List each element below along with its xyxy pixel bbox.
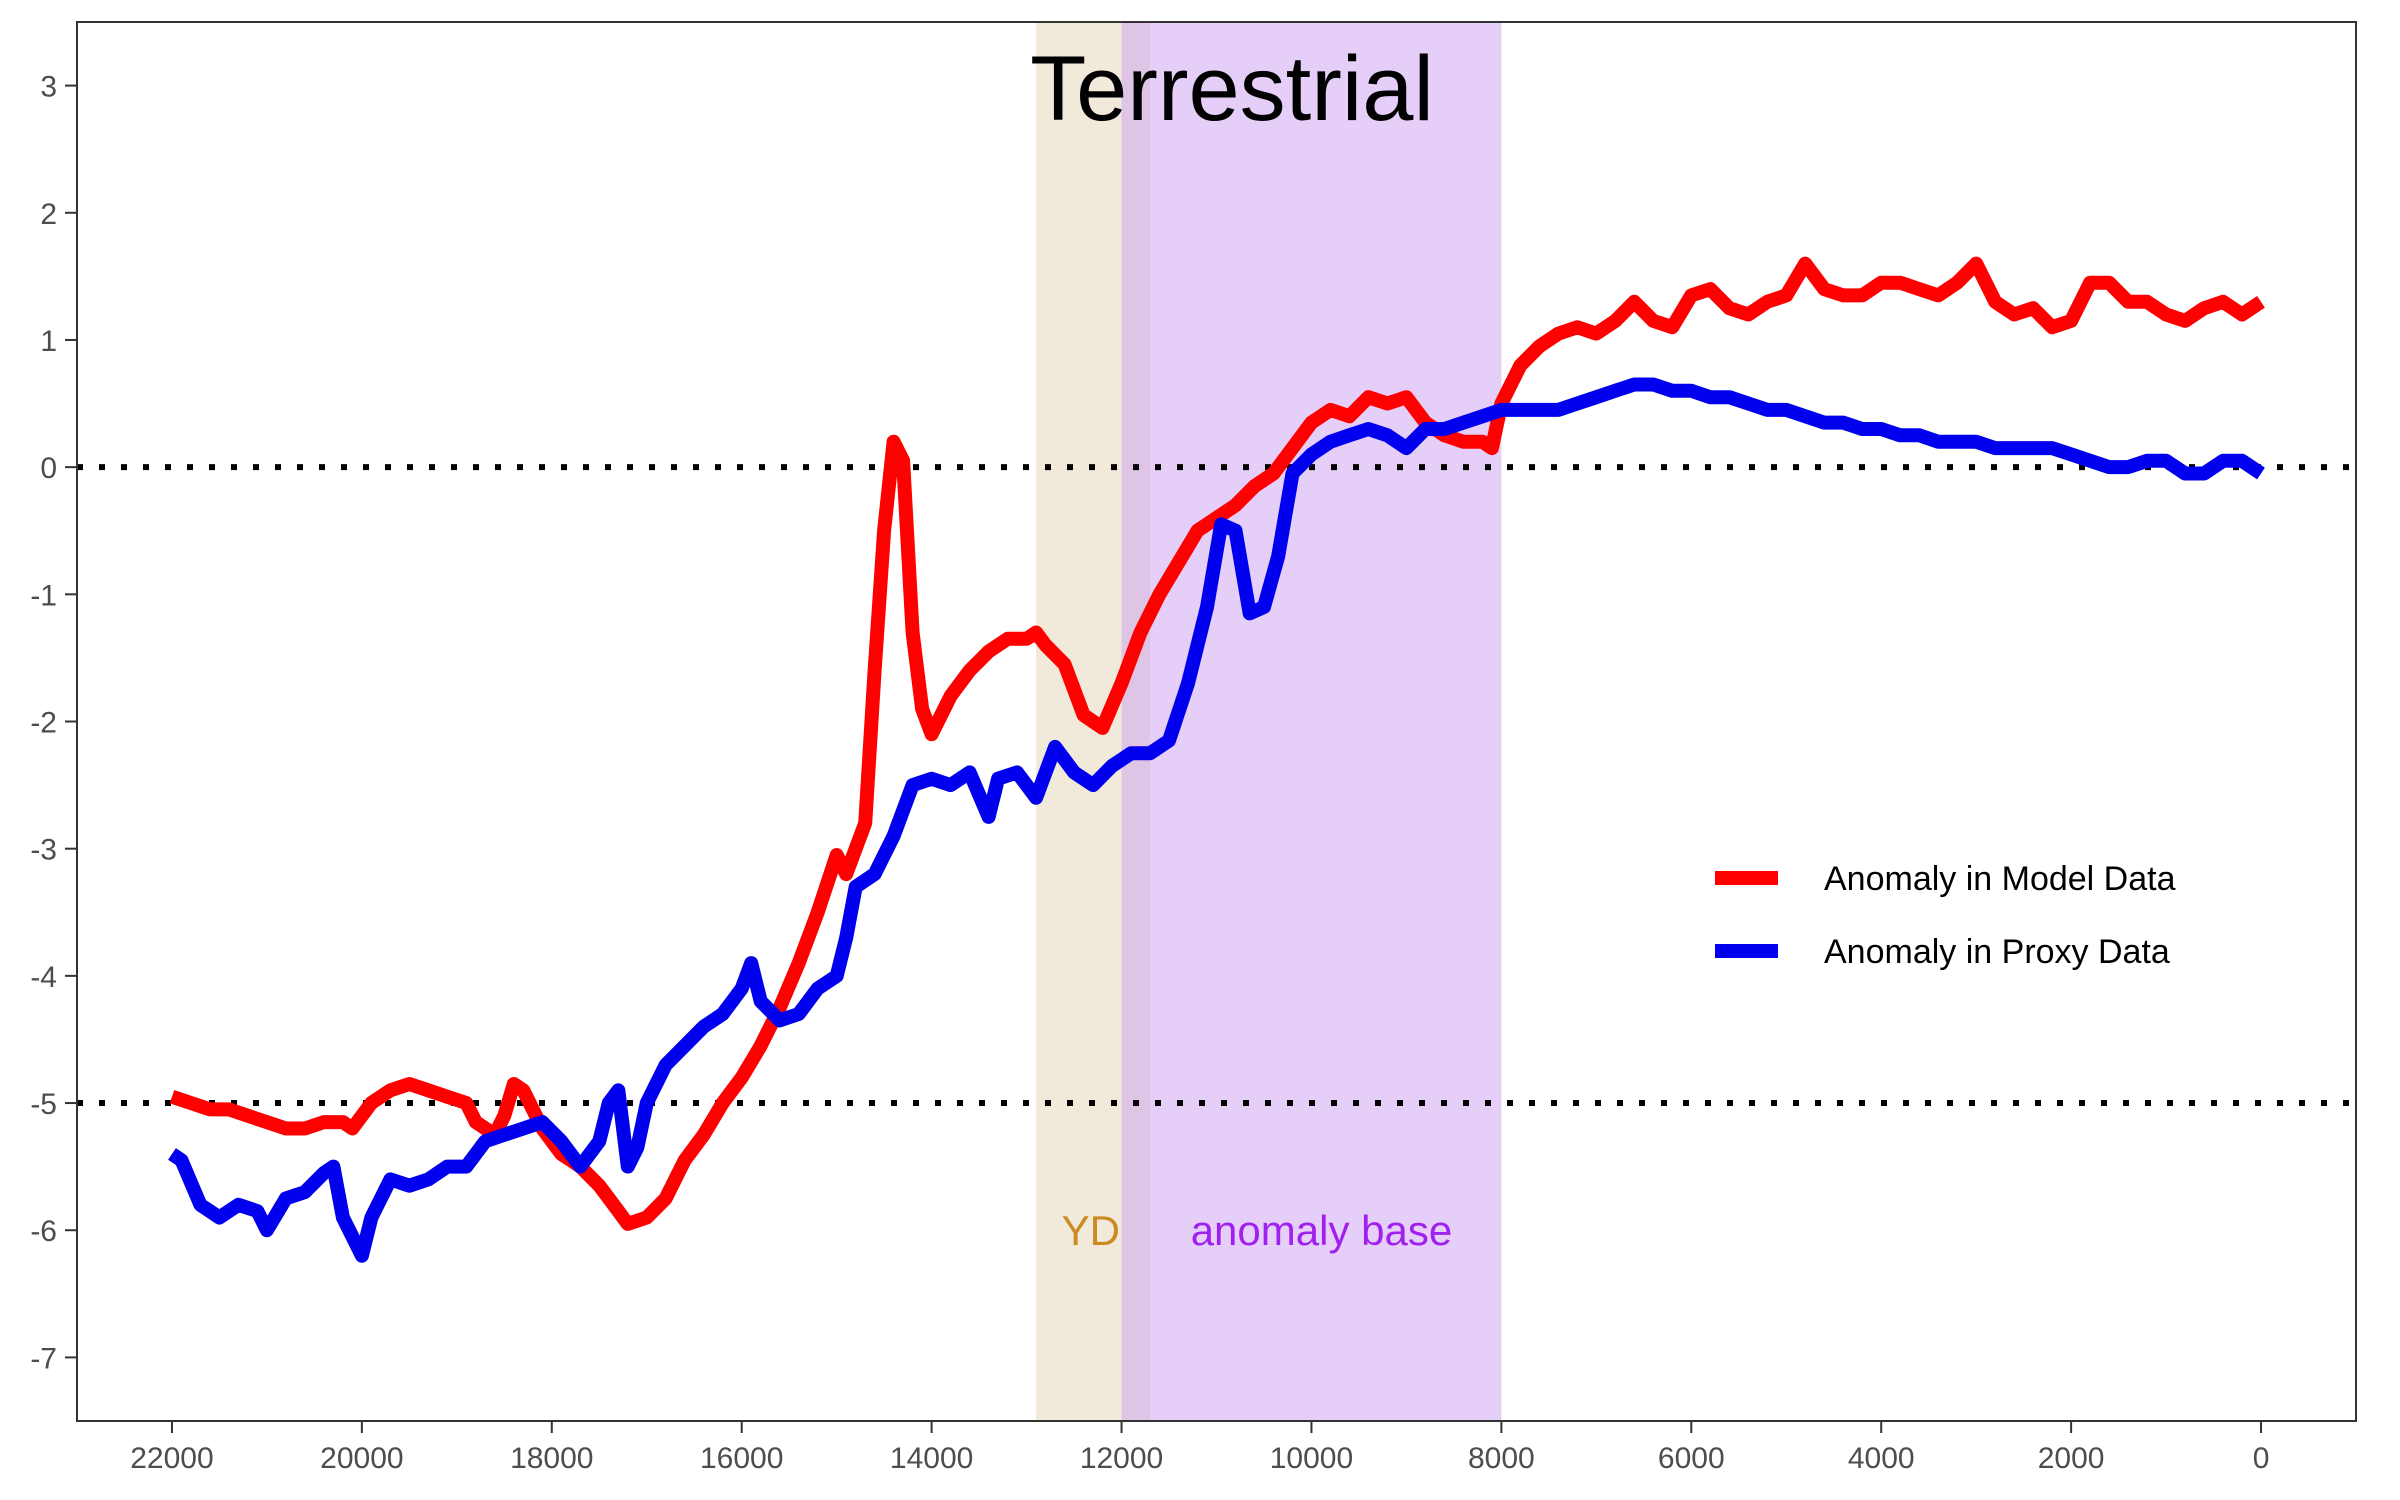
x-tick-label: 14000 (890, 1442, 973, 1475)
legend-label: Anomaly in Model Data (1824, 860, 2176, 898)
legend-label: Anomaly in Proxy Data (1824, 933, 2170, 971)
band-label-anomaly-base: anomaly base (1191, 1207, 1453, 1254)
series-line-model (169, 256, 2265, 1231)
x-tick-label: 20000 (320, 1442, 403, 1475)
y-tick-label: 0 (40, 452, 57, 485)
x-axis: 22000 20000 18000 16000 14000 12000 10000 8000 6… (130, 1421, 2269, 1475)
x-tick-label: 2000 (2038, 1442, 2105, 1475)
band-labels: YD anomaly base (1062, 1207, 1453, 1254)
x-tick-label: 18000 (510, 1442, 593, 1475)
series-lines (168, 256, 2265, 1263)
x-tick-label: 16000 (700, 1442, 783, 1475)
series-line-proxy (168, 377, 2265, 1263)
y-tick-label: -7 (30, 1342, 57, 1375)
time-bands (1036, 22, 1502, 1421)
band-anomaly-base (1121, 22, 1502, 1421)
chart-title: Terrestrial (1030, 38, 1434, 140)
legend-item-model[interactable]: Anomaly in Model Data (1715, 860, 2176, 898)
x-tick-label: 0 (2253, 1442, 2270, 1475)
y-tick-label: 3 (40, 71, 57, 104)
x-tick-label: 22000 (130, 1442, 213, 1475)
y-axis: 3 2 1 0 -1 -2 -3 -4 -5 -6 -7 (30, 71, 77, 1375)
x-tick-label: 4000 (1848, 1442, 1915, 1475)
x-tick-label: 6000 (1658, 1442, 1725, 1475)
x-tick-label: 8000 (1468, 1442, 1535, 1475)
y-tick-label: -2 (30, 707, 57, 740)
band-label-yd: YD (1062, 1207, 1120, 1254)
y-tick-label: -1 (30, 579, 57, 612)
x-tick-label: 10000 (1270, 1442, 1353, 1475)
y-tick-label: -3 (30, 834, 57, 867)
x-tick-label: 12000 (1080, 1442, 1163, 1475)
y-tick-label: 1 (40, 325, 57, 358)
legend[interactable]: Anomaly in Model Data Anomaly in Proxy Da… (1715, 860, 2176, 971)
y-tick-label: -5 (30, 1088, 57, 1121)
legend-item-proxy[interactable]: Anomaly in Proxy Data (1715, 933, 2170, 971)
y-tick-label: -6 (30, 1215, 57, 1248)
y-tick-label: -4 (30, 961, 57, 994)
y-tick-label: 2 (40, 198, 57, 231)
